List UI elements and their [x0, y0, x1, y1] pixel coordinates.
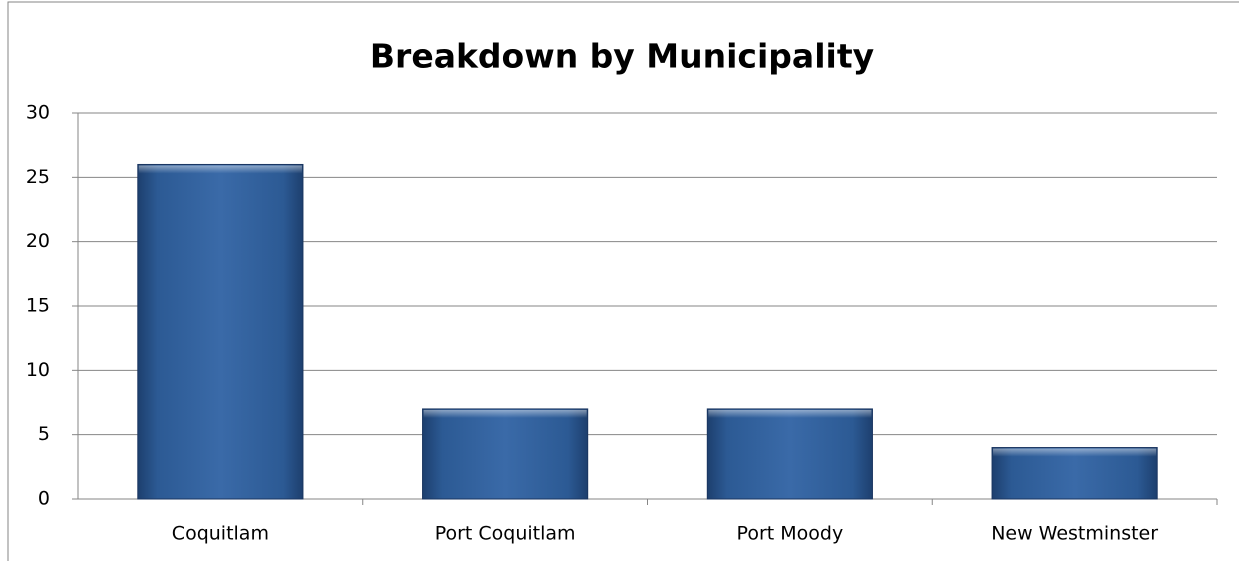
chart-title: Breakdown by Municipality	[370, 37, 874, 76]
bar	[422, 408, 589, 500]
bar	[137, 163, 304, 500]
x-tick-label: Coquitlam	[172, 523, 269, 545]
x-tick-label: New Westminster	[991, 523, 1158, 545]
bar-highlight	[423, 409, 587, 418]
y-tick-label: 30	[26, 102, 50, 124]
y-tick-label: 0	[38, 488, 50, 510]
y-tick-label: 20	[26, 230, 50, 252]
bar-highlight	[993, 448, 1157, 457]
bar-highlight	[708, 409, 872, 418]
bar-highlight	[138, 165, 302, 174]
y-tick-label: 10	[26, 359, 50, 381]
y-tick-label: 5	[38, 423, 50, 445]
bar	[706, 408, 873, 500]
y-tick-label: 25	[26, 166, 50, 188]
x-tick-label: Port Coquitlam	[435, 523, 576, 545]
y-tick-label: 15	[26, 295, 50, 317]
x-tick-label: Port Moody	[737, 523, 844, 545]
